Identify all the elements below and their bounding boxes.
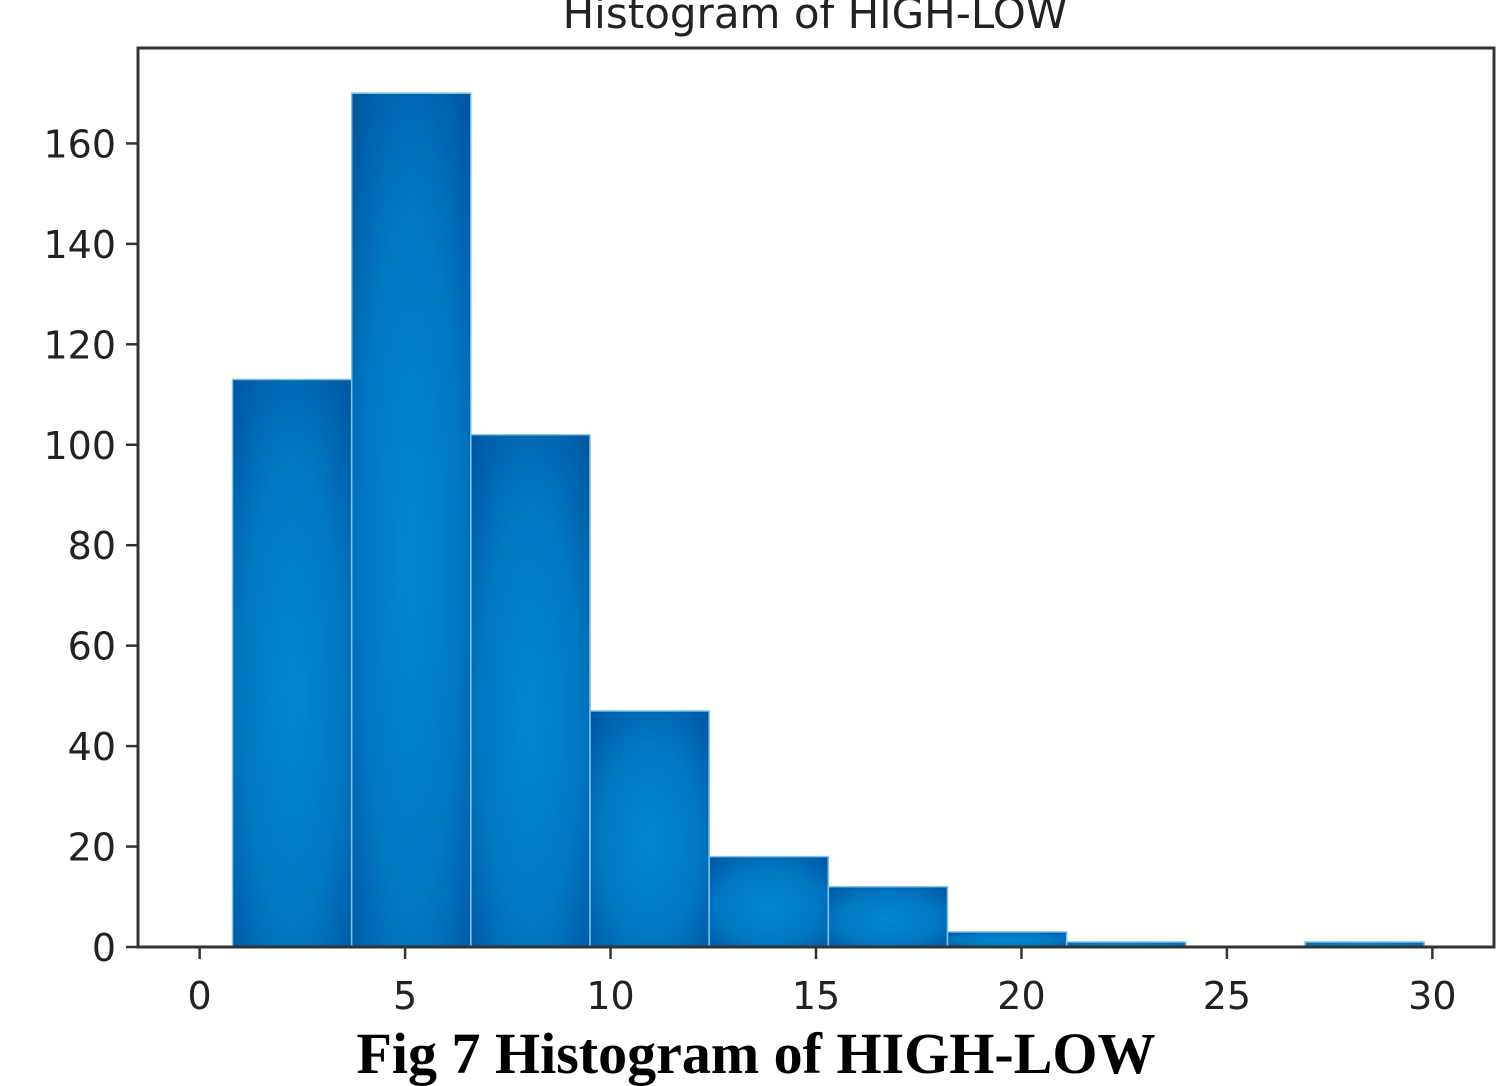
histogram-bar	[827, 885, 949, 948]
histogram-bar	[350, 92, 472, 948]
y-tick-label: 160	[43, 122, 116, 166]
y-tick-label: 0	[92, 926, 116, 970]
y-tick-label: 60	[68, 625, 116, 669]
histogram-bar	[708, 855, 830, 948]
histogram-bar	[231, 378, 353, 948]
y-ticks-group: 0 20 40 60 80 100 120 140 160	[43, 122, 138, 970]
x-ticks-group: 0 5 10 15 20 25 30	[188, 947, 1457, 1018]
x-tick-label: 20	[997, 974, 1045, 1018]
y-tick-label: 100	[43, 424, 116, 468]
y-tick-label: 80	[68, 524, 116, 568]
figure-caption: Fig 7 Histogram of HIGH-LOW	[356, 1021, 1156, 1086]
histogram-bar	[589, 710, 710, 948]
chart-title: Histogram of HIGH-LOW	[563, 0, 1068, 38]
x-tick-label: 30	[1408, 974, 1456, 1018]
x-tick-label: 25	[1203, 974, 1251, 1018]
y-tick-label: 20	[68, 826, 116, 870]
histogram-bar	[470, 433, 591, 948]
x-tick-label: 0	[188, 974, 212, 1018]
x-tick-label: 15	[792, 974, 840, 1018]
y-tick-label: 40	[68, 725, 116, 769]
histogram-bar	[946, 931, 1068, 948]
x-tick-label: 10	[586, 974, 634, 1018]
bars-group	[231, 92, 1425, 948]
x-tick-label: 5	[393, 974, 417, 1018]
y-tick-label: 140	[43, 223, 116, 267]
y-tick-label: 120	[43, 323, 116, 367]
